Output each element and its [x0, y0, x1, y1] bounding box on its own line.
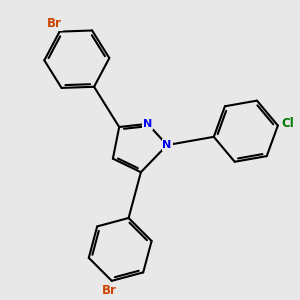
Text: Br: Br	[47, 17, 62, 30]
Text: Br: Br	[102, 284, 117, 297]
Text: Cl: Cl	[281, 117, 294, 130]
Text: N: N	[163, 140, 172, 150]
Text: N: N	[143, 119, 152, 129]
